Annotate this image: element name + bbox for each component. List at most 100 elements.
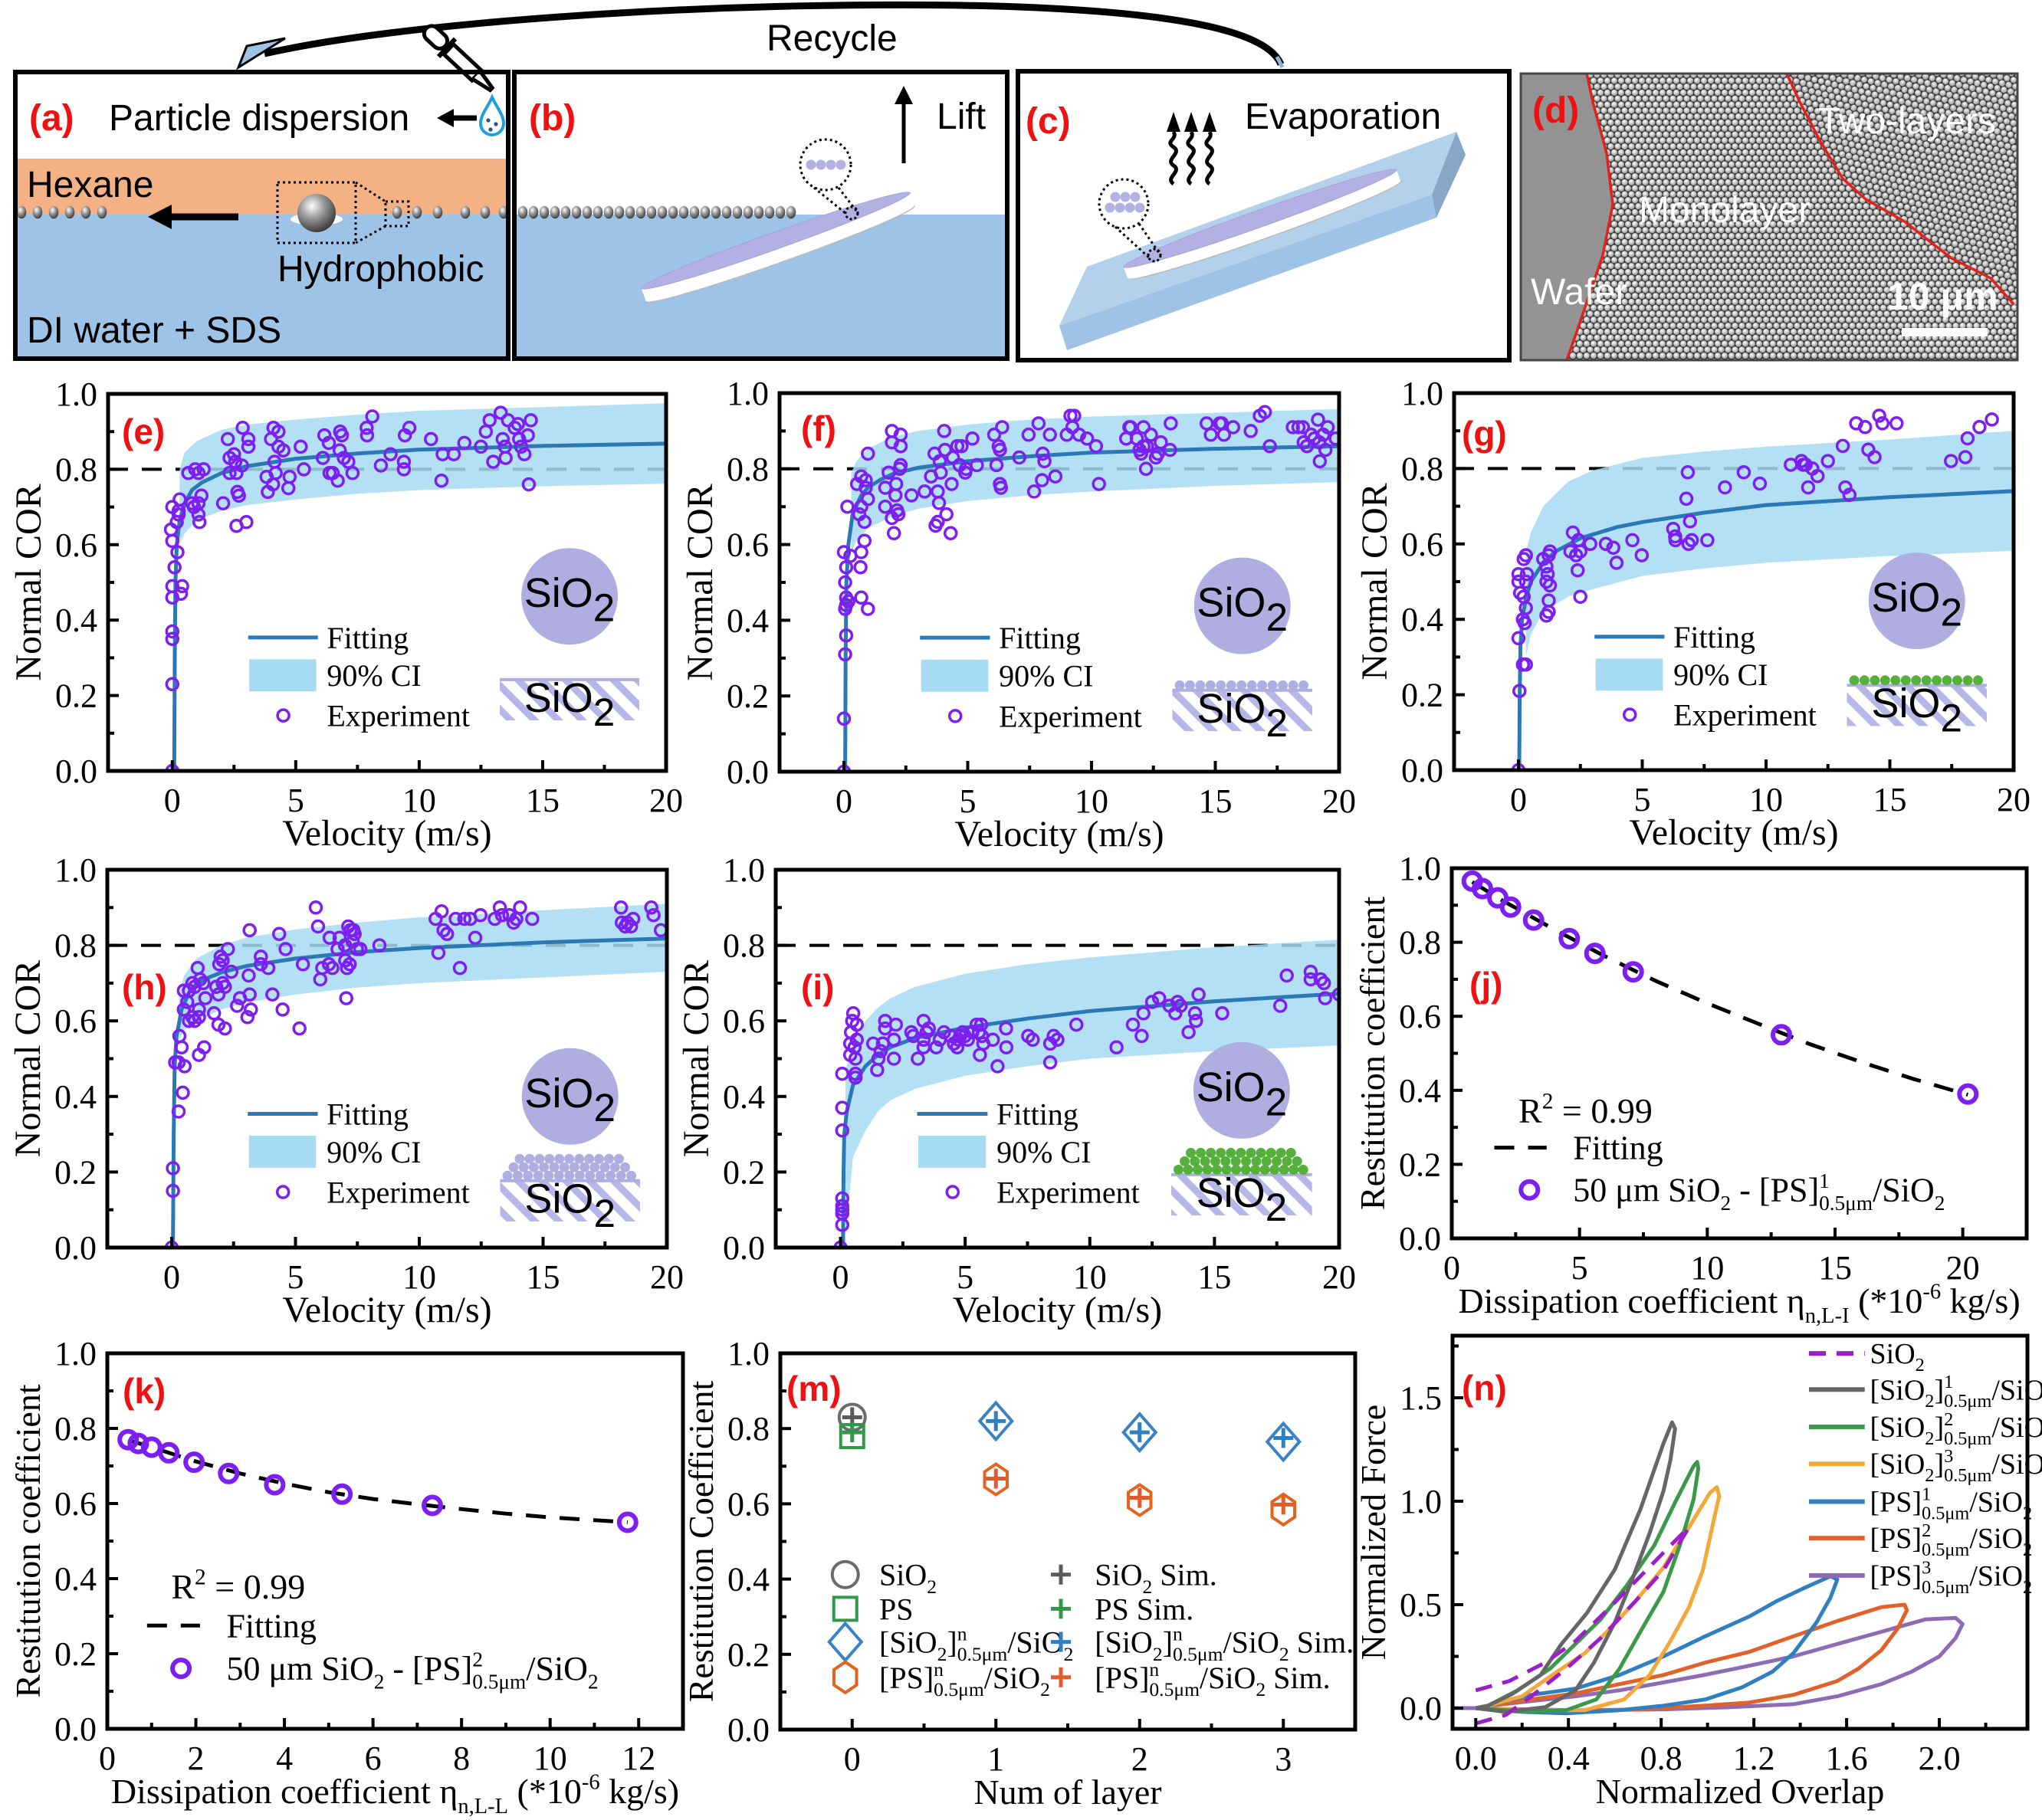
x-tick-label: 0: [99, 1740, 116, 1777]
text-run: 3: [1944, 1446, 1953, 1467]
text-run: SiO: [524, 1176, 593, 1222]
legend-marker: [1051, 1599, 1071, 1619]
coating-particle: [1870, 675, 1880, 686]
x-tick-label: 5: [1571, 1249, 1588, 1287]
x-axis-title: Velocity (m/s): [282, 1290, 491, 1330]
data-point: [1328, 431, 1339, 446]
data-point: [345, 466, 360, 480]
data-point: [521, 477, 537, 492]
data-point: [1668, 533, 1683, 548]
data-point: [297, 462, 311, 477]
data-point: [1163, 442, 1177, 457]
panel-label: (f): [801, 408, 836, 448]
data-point: [1810, 468, 1825, 484]
particle: [432, 205, 443, 219]
data-point: [943, 526, 958, 541]
x-tick-label: 15: [1197, 1258, 1231, 1296]
zoom-box-large: [276, 181, 357, 244]
data-point: [1173, 999, 1188, 1013]
data-point: [1736, 465, 1751, 480]
x-tick-label: 10: [1075, 782, 1108, 820]
data-point: [342, 957, 357, 972]
evaporation-label: Evaporation: [1245, 97, 1441, 137]
zoom-connector: [813, 186, 847, 215]
plot-area: [108, 403, 666, 771]
data-point: [1835, 438, 1850, 454]
data-point: [525, 911, 540, 926]
text-run: 0.5μm: [957, 1643, 1008, 1665]
data-point: [383, 447, 398, 461]
coating-particle: [518, 1162, 529, 1172]
data-point: [839, 590, 854, 605]
x-tick-label: 10: [533, 1740, 567, 1777]
data-point: [1331, 987, 1339, 1002]
data-point: [275, 1002, 290, 1017]
two-layers-label: Two-layers: [1818, 101, 1996, 142]
pipette-icon: [422, 24, 495, 93]
coating-particle: [533, 1170, 543, 1181]
legend-label: [PS]1 0.5μm/SiO2: [1870, 1484, 2033, 1523]
wafer: [1123, 169, 1402, 280]
data-point: [176, 1085, 190, 1100]
coating-particle: [523, 1170, 533, 1181]
x-tick-label: 0: [836, 782, 852, 820]
text-run: /SiO: [1200, 1661, 1256, 1695]
coating-particle: [1241, 1156, 1251, 1166]
x-tick-label: 10: [402, 1258, 436, 1296]
text-run: ]: [1934, 1448, 1944, 1481]
data-point: [1972, 420, 1987, 435]
data-point: [1129, 1487, 1150, 1508]
coating-particle: [1942, 675, 1952, 686]
panel-label: (e): [122, 412, 165, 451]
data-point: [424, 431, 438, 447]
coating-particle: [1184, 680, 1195, 690]
data-point: [1718, 480, 1732, 495]
data-point: [1303, 964, 1318, 979]
coating-particle: [1212, 1164, 1222, 1175]
data-point: [1320, 420, 1335, 435]
coating-particle: [1973, 675, 1983, 686]
text-run: R: [171, 1567, 195, 1606]
y-tick-label: 1.0: [727, 1335, 770, 1372]
water-layer: [15, 215, 508, 359]
y-axis-title: Normal COR: [8, 960, 48, 1157]
text-run: 1: [1944, 1372, 1953, 1392]
panel-label: (n): [1462, 1368, 1507, 1408]
fit-line: [1471, 880, 1968, 1097]
data-point: [1144, 995, 1160, 1009]
x-tick-label: 4: [276, 1740, 293, 1777]
data-point: [839, 628, 854, 643]
air-region: [15, 72, 508, 159]
data-point: [625, 911, 641, 926]
data-point: [888, 1017, 904, 1032]
data-point: [1144, 428, 1158, 442]
text-run: 2: [1940, 590, 1962, 634]
text-run: [PS]: [1870, 1486, 1922, 1518]
coating-particle: [1257, 680, 1268, 690]
plot-area: [1454, 408, 2014, 770]
x-tick-label: 0: [832, 1258, 849, 1296]
chart-panel-m: 0 1 2 3 0.0 0.2 0.4 0.6 0.8 1.0 Num of layer Restit…: [681, 1335, 1358, 1812]
text-run: 2: [472, 1648, 483, 1671]
inset-substrate-label: SiO2: [524, 675, 616, 734]
sem-regions: [1521, 74, 2017, 360]
data-point: [1606, 540, 1620, 555]
wafer-coated-surface: [641, 192, 911, 290]
data-point: [337, 938, 353, 953]
data-point: [1092, 477, 1106, 491]
text-run: 3: [1922, 1558, 1931, 1579]
text-run: 0.5μm: [1819, 1192, 1873, 1215]
data-point: [1960, 431, 1975, 446]
data-point: [861, 492, 875, 507]
data-point: [278, 942, 293, 956]
text-run: /SiO: [984, 1661, 1040, 1695]
coating-particle: [1174, 680, 1185, 690]
text-run: 2: [593, 690, 616, 734]
x-axis-title: Velocity (m/s): [282, 813, 491, 854]
zoom-particle: [1110, 192, 1121, 202]
text-run: n: [957, 1623, 967, 1645]
y-tick-label: 0.8: [54, 1410, 97, 1448]
coating-particle: [1256, 1147, 1266, 1158]
data-point: [1291, 420, 1306, 435]
data-point: [886, 1032, 901, 1048]
